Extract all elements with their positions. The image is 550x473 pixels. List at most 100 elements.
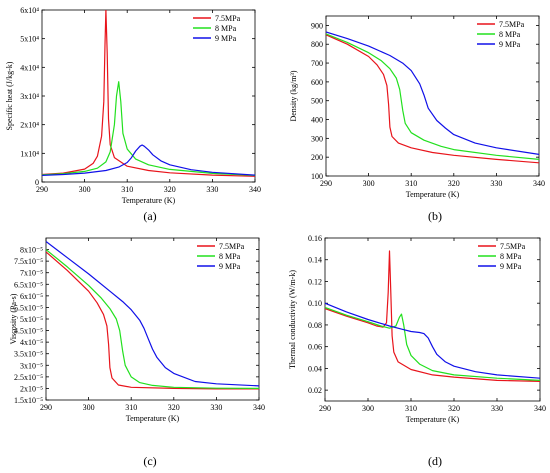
legend-label: 8 MPa — [500, 252, 522, 261]
x-axis-label: Temperature (K) — [406, 415, 460, 424]
y-tick-label: 0.08 — [308, 321, 322, 330]
x-tick-label: 320 — [164, 185, 176, 194]
legend-label: 9 MPa — [219, 262, 241, 271]
legend-label: 7.5MPa — [500, 242, 526, 251]
y-tick-label: 2x10⁴ — [20, 121, 39, 130]
series-line-1 — [325, 250, 540, 382]
series-line-2 — [325, 306, 540, 381]
series-line-3 — [42, 144, 255, 176]
y-tick-label: 5.5x10⁻⁵ — [14, 303, 43, 312]
plot-frame — [324, 237, 541, 402]
x-tick-label: 340 — [533, 179, 545, 188]
legend-label: 7.5MPa — [499, 20, 525, 29]
x-tick-label: 340 — [253, 403, 265, 412]
y-tick-label: 3x10⁻⁵ — [20, 361, 43, 370]
y-tick-label: 7x10⁻⁵ — [20, 269, 43, 278]
y-tick-label: 3x10⁴ — [20, 92, 39, 101]
series-line-2 — [46, 249, 259, 389]
y-tick-label: 4.5x10⁻⁵ — [14, 327, 43, 336]
panel-label: (d) — [428, 454, 442, 468]
x-tick-label: 330 — [491, 404, 503, 413]
y-tick-label: 1x10⁴ — [20, 149, 39, 158]
panel-label: (b) — [428, 209, 442, 223]
panel-label: (c) — [143, 454, 156, 468]
x-tick-label: 340 — [249, 185, 261, 194]
x-tick-label: 290 — [36, 185, 48, 194]
x-tick-label: 300 — [362, 404, 374, 413]
y-tick-label: 0.10 — [308, 299, 322, 308]
y-tick-label: 800 — [311, 40, 323, 49]
y-tick-label: 0.02 — [308, 386, 322, 395]
chart-panel-4: 290 300 310 320 330 340 0.02 0.04 0.06 0.08 0.10 0.… — [288, 234, 546, 468]
x-tick-label: 320 — [168, 403, 180, 412]
y-tick-label: 600 — [311, 78, 323, 87]
y-tick-label: 100 — [311, 172, 323, 181]
chart-panel-1: 290 300 310 320 330 340 0 1x10⁴ 2x10⁴ 3x10⁴ 4x10⁴ 5… — [5, 6, 261, 223]
series-line-3 — [326, 31, 539, 155]
series-line-1 — [42, 10, 255, 177]
x-tick-label: 330 — [210, 403, 222, 412]
chart-panel-2: 290 300 310 320 330 340 100 200 300 400 500 600 700 8… — [289, 15, 545, 223]
y-tick-label: 0.06 — [308, 343, 322, 352]
y-tick-label: 0.04 — [308, 364, 322, 373]
legend-label: 9 MPa — [215, 34, 237, 43]
y-tick-label: 0.12 — [308, 277, 322, 286]
y-tick-label: 8x10⁻⁵ — [20, 246, 43, 255]
y-axis-label: Specific heat (J/kg-k) — [5, 61, 14, 130]
x-axis-label: Temperature (K) — [406, 190, 460, 199]
y-tick-label: 5x10⁻⁵ — [20, 315, 43, 324]
series-line-2 — [42, 81, 255, 176]
x-tick-label: 340 — [534, 404, 546, 413]
series-line-2 — [326, 33, 539, 160]
x-tick-label: 310 — [405, 404, 417, 413]
x-tick-label: 310 — [125, 403, 137, 412]
x-tick-label: 300 — [83, 403, 95, 412]
y-tick-label: 0.16 — [308, 234, 322, 243]
y-tick-label: 4x10⁴ — [20, 63, 39, 72]
y-tick-label: 3.5x10⁻⁵ — [14, 350, 43, 359]
chart-panel-3: 290 300 310 320 330 340 1.5x10⁻⁵ 2x10⁻⁵ 2.5x10⁻⁵… — [9, 237, 265, 468]
y-tick-label: 0 — [35, 178, 39, 187]
y-tick-label: 6x10⁻⁵ — [20, 292, 43, 301]
x-tick-label: 310 — [405, 179, 417, 188]
panel-label: (a) — [143, 209, 156, 223]
legend-label: 7.5MPa — [215, 14, 241, 23]
x-tick-label: 300 — [79, 185, 91, 194]
x-tick-label: 320 — [448, 404, 460, 413]
y-axis-label: Density (kg/m³) — [289, 70, 298, 121]
x-axis-label: Temperature (K) — [122, 196, 176, 205]
y-tick-label: 400 — [311, 116, 323, 125]
plot-frame — [325, 15, 540, 177]
x-tick-label: 290 — [319, 404, 331, 413]
x-tick-label: 330 — [490, 179, 502, 188]
legend-label: 8 MPa — [219, 252, 241, 261]
series-line-1 — [326, 34, 539, 164]
legend-label: 8 MPa — [499, 30, 521, 39]
x-tick-label: 330 — [206, 185, 218, 194]
y-axis-label: Viscosity (Pa-s) — [9, 293, 18, 344]
y-tick-label: 4x10⁻⁵ — [20, 338, 43, 347]
y-tick-label: 900 — [311, 21, 323, 30]
x-tick-label: 320 — [448, 179, 460, 188]
y-tick-label: 300 — [311, 134, 323, 143]
y-axis-label: Thermal conductivity (W/m-k) — [288, 270, 297, 369]
y-tick-label: 6.5x10⁻⁵ — [14, 280, 43, 289]
legend-label: 7.5MPa — [219, 242, 245, 251]
series-line-3 — [46, 241, 259, 387]
y-tick-label: 6x10⁴ — [20, 6, 39, 15]
x-tick-label: 300 — [363, 179, 375, 188]
y-tick-label: 2.5x10⁻⁵ — [14, 373, 43, 382]
y-tick-label: 700 — [311, 59, 323, 68]
y-tick-label: 500 — [311, 97, 323, 106]
y-tick-label: 2x10⁻⁵ — [20, 384, 43, 393]
x-tick-label: 310 — [121, 185, 133, 194]
x-tick-label: 290 — [40, 403, 52, 412]
y-tick-label: 200 — [311, 153, 323, 162]
y-tick-label: 5x10⁴ — [20, 35, 39, 44]
series-line-3 — [325, 302, 540, 379]
series-line-1 — [46, 251, 259, 390]
y-tick-label: 1.5x10⁻⁵ — [14, 396, 43, 405]
legend-label: 9 MPa — [500, 262, 522, 271]
legend-label: 8 MPa — [215, 24, 237, 33]
